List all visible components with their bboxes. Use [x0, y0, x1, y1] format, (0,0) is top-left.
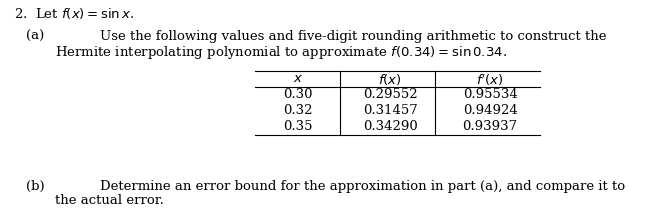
- Text: Determine an error bound for the approximation in part (a), and compare it to: Determine an error bound for the approxi…: [100, 180, 625, 193]
- Text: 0.34290: 0.34290: [363, 120, 417, 133]
- Text: 0.31457: 0.31457: [363, 104, 417, 117]
- Text: 0.29552: 0.29552: [363, 88, 417, 101]
- Text: 0.35: 0.35: [284, 120, 312, 133]
- Text: 0.30: 0.30: [284, 88, 312, 101]
- Text: 0.95534: 0.95534: [462, 88, 517, 101]
- Text: $x$: $x$: [293, 72, 303, 85]
- Text: 0.93937: 0.93937: [462, 120, 517, 133]
- Text: $f(x)$: $f(x)$: [378, 72, 402, 87]
- Text: $f'(x)$: $f'(x)$: [476, 72, 504, 88]
- Text: (b): (b): [26, 180, 44, 193]
- Text: (a): (a): [26, 30, 44, 43]
- Text: 0.32: 0.32: [284, 104, 312, 117]
- Text: 2.  Let $f(x) = \sin x$.: 2. Let $f(x) = \sin x$.: [14, 6, 134, 21]
- Text: Use the following values and five-digit rounding arithmetic to construct the: Use the following values and five-digit …: [100, 30, 607, 43]
- Text: Hermite interpolating polynomial to approximate $f(0.34) = \sin 0.34$.: Hermite interpolating polynomial to appr…: [55, 44, 507, 61]
- Text: 0.94924: 0.94924: [462, 104, 517, 117]
- Text: the actual error.: the actual error.: [55, 194, 164, 207]
